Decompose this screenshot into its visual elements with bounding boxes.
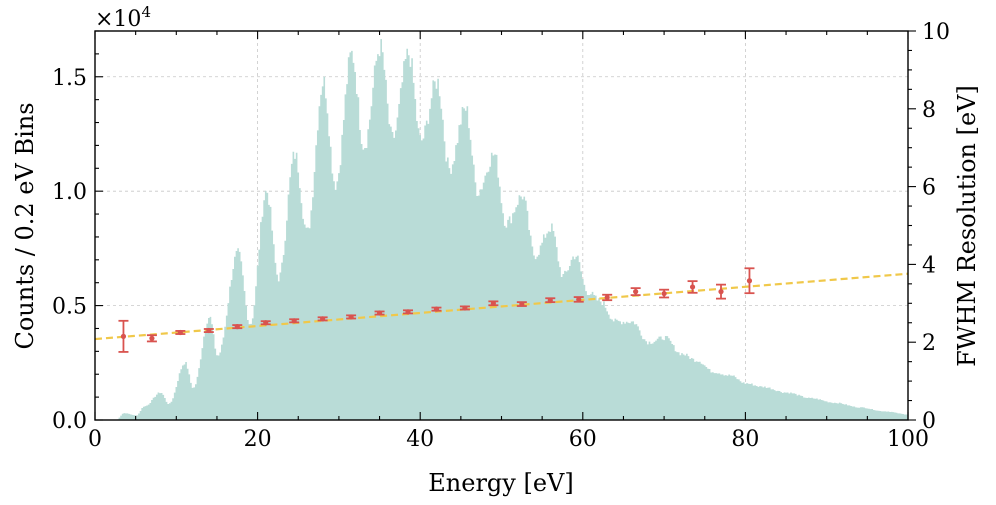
errorbar-marker — [433, 306, 440, 312]
fit-line — [94, 272, 909, 341]
errorbar-point — [602, 293, 613, 302]
errorbar-point — [488, 300, 499, 307]
errorbar-marker — [746, 278, 753, 284]
y2-axis-title: FWHM Resolution [eV] — [953, 85, 981, 367]
errorbar-marker — [661, 290, 667, 297]
errorbar-marker — [291, 318, 297, 324]
errorbar-point — [545, 297, 556, 304]
errorbar-marker — [490, 300, 496, 306]
x-tick-label: 80 — [731, 427, 759, 452]
errorbar-point — [431, 306, 442, 312]
errorbar-point — [146, 334, 157, 343]
x-tick-label: 100 — [887, 427, 929, 452]
errorbar-point — [232, 324, 243, 330]
y-tick-label: 0.5 — [52, 295, 87, 320]
histogram-area — [115, 39, 908, 421]
x-tick-label: 40 — [406, 427, 434, 452]
errorbar-point — [687, 280, 698, 294]
errorbar-marker — [405, 309, 411, 315]
x-tick-label: 60 — [569, 427, 597, 452]
errorbar-point — [573, 296, 584, 303]
errorbar-point — [716, 283, 727, 300]
y-offset-label: ×104 — [95, 3, 151, 32]
histogram — [115, 39, 908, 421]
y-axis-title: Counts / 0.2 eV Bins — [11, 102, 39, 349]
ticks — [94, 30, 916, 421]
y2-tick-label: 4 — [922, 253, 936, 278]
y2-tick-label: 6 — [922, 176, 936, 201]
errorbar-marker — [633, 289, 639, 295]
errorbar-marker — [462, 305, 468, 311]
fit-line-layer — [94, 272, 909, 341]
y-offset-exponent: 4 — [141, 3, 151, 21]
y2-tick-label: 10 — [922, 20, 950, 45]
errorbar-marker — [120, 333, 127, 339]
x-tick-label: 20 — [244, 427, 272, 452]
errorbar-marker — [320, 316, 326, 322]
errorbar-point — [289, 318, 300, 324]
x-tick-label: 0 — [88, 427, 102, 452]
errorbar-point — [744, 267, 755, 295]
y2-tick-label: 8 — [922, 98, 936, 123]
errorbar-point — [659, 288, 670, 299]
errorbar-marker — [689, 284, 696, 290]
errorbar-point — [374, 310, 385, 316]
errorbar-point — [516, 301, 527, 307]
errorbar-point — [203, 327, 214, 334]
errorbar-marker — [604, 294, 610, 301]
y-tick-label: 1.0 — [52, 180, 87, 205]
errorbar-point — [630, 287, 641, 297]
errorbar-marker — [376, 310, 383, 316]
errorbar-point — [317, 316, 328, 322]
y-tick-label: 1.5 — [52, 66, 87, 91]
errorbar-marker — [263, 320, 269, 326]
errorbar-point — [346, 314, 357, 320]
errorbar-marker — [348, 314, 354, 320]
errorbar-point — [403, 309, 414, 315]
tick-labels: 0 20 40 60 80 100 0.0 0.5 1.0 1.5 0 2 4 6 8 10 — [52, 20, 950, 452]
errorbar-marker — [149, 335, 155, 341]
errorbar-point — [175, 329, 186, 336]
x-axis-title: Energy [eV] — [428, 469, 573, 497]
errorbar-marker — [547, 297, 553, 303]
errorbar-marker — [206, 327, 212, 334]
errorbar-layer — [118, 267, 755, 353]
errorbar-point — [260, 320, 271, 326]
errorbar-marker — [576, 296, 582, 303]
errorbar-marker — [718, 289, 724, 295]
errorbar-marker — [177, 329, 183, 336]
y-tick-label: 0.0 — [52, 409, 87, 434]
y2-tick-label: 0 — [922, 409, 936, 434]
errorbar-point — [459, 305, 470, 311]
errorbar-marker — [519, 301, 525, 307]
errorbar-marker — [234, 324, 240, 330]
errorbar-point — [118, 319, 129, 353]
y2-tick-label: 2 — [922, 331, 936, 356]
